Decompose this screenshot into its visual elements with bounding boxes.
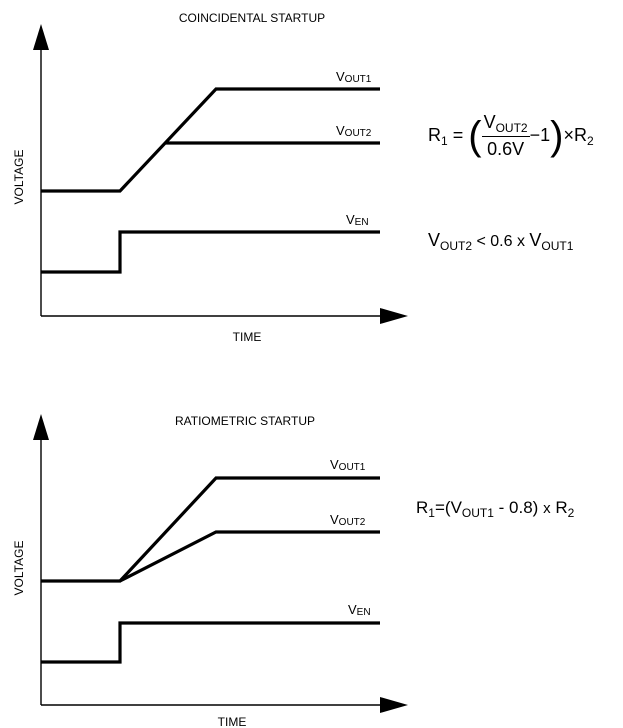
coincidental-condition: VOUT2 < 0.6 x VOUT1 bbox=[428, 230, 574, 253]
ratiometric-y-label: VOLTAGE bbox=[12, 541, 26, 596]
coincidental-vout1-label: VOUT1 bbox=[336, 69, 372, 85]
ratiometric-title: RATIOMETRIC STARTUP bbox=[175, 414, 315, 428]
ratiometric-ven-label: VEN bbox=[348, 602, 371, 618]
coincidental-vout2-label: VOUT2 bbox=[336, 123, 372, 139]
coincidental-y-label: VOLTAGE bbox=[12, 150, 26, 205]
coincidental-title: COINCIDENTAL STARTUP bbox=[179, 11, 325, 25]
eq1-open-paren: ( bbox=[468, 114, 482, 158]
coincidental-r1-equation: R1 = (VOUT2 0.6V −1)×R2 bbox=[428, 112, 594, 160]
coincidental-panel: COINCIDENTAL STARTUP VOLTAGE TIME VOUT1 … bbox=[12, 11, 408, 344]
eq1-r1: R bbox=[428, 124, 441, 145]
coincidental-vout1-trace bbox=[41, 87, 380, 193]
ratiometric-vout1-label: VOUT1 bbox=[330, 457, 366, 473]
eq1-minus-one: −1 bbox=[529, 124, 551, 145]
eq1-r2-sub: 2 bbox=[586, 133, 594, 148]
ratiometric-panel: RATIOMETRIC STARTUP VOLTAGE TIME VOUT1 V… bbox=[12, 414, 408, 728]
ratiometric-x-label: TIME bbox=[218, 715, 247, 728]
coincidental-y-arrow bbox=[33, 24, 49, 50]
ratiometric-vout1-trace bbox=[41, 476, 380, 583]
coincidental-x-arrow bbox=[380, 308, 408, 324]
eq1-r2: R bbox=[573, 124, 587, 145]
eq1-fraction: VOUT2 0.6V bbox=[481, 112, 530, 160]
coincidental-ven-trace bbox=[41, 230, 380, 274]
eq1-denominator: 0.6V bbox=[487, 139, 525, 159]
eq1-close-paren: ) bbox=[550, 114, 564, 158]
ratiometric-vout2-label: VOUT2 bbox=[330, 512, 366, 528]
coincidental-ven-label: VEN bbox=[346, 212, 369, 228]
eq1-equals: = bbox=[452, 124, 464, 145]
ratiometric-x-arrow bbox=[380, 697, 408, 713]
ratiometric-r1-equation: R1=(VOUT1 - 0.8) x R2 bbox=[416, 498, 575, 520]
ratiometric-ven-trace bbox=[41, 621, 380, 664]
ratiometric-vout2-trace bbox=[119, 530, 380, 583]
ratiometric-y-arrow bbox=[33, 414, 49, 440]
eq1-times: × bbox=[563, 124, 574, 145]
coincidental-x-label: TIME bbox=[233, 330, 262, 344]
eq1-r1-sub: 1 bbox=[441, 133, 448, 148]
eq1-numerator: VOUT2 bbox=[481, 112, 530, 137]
